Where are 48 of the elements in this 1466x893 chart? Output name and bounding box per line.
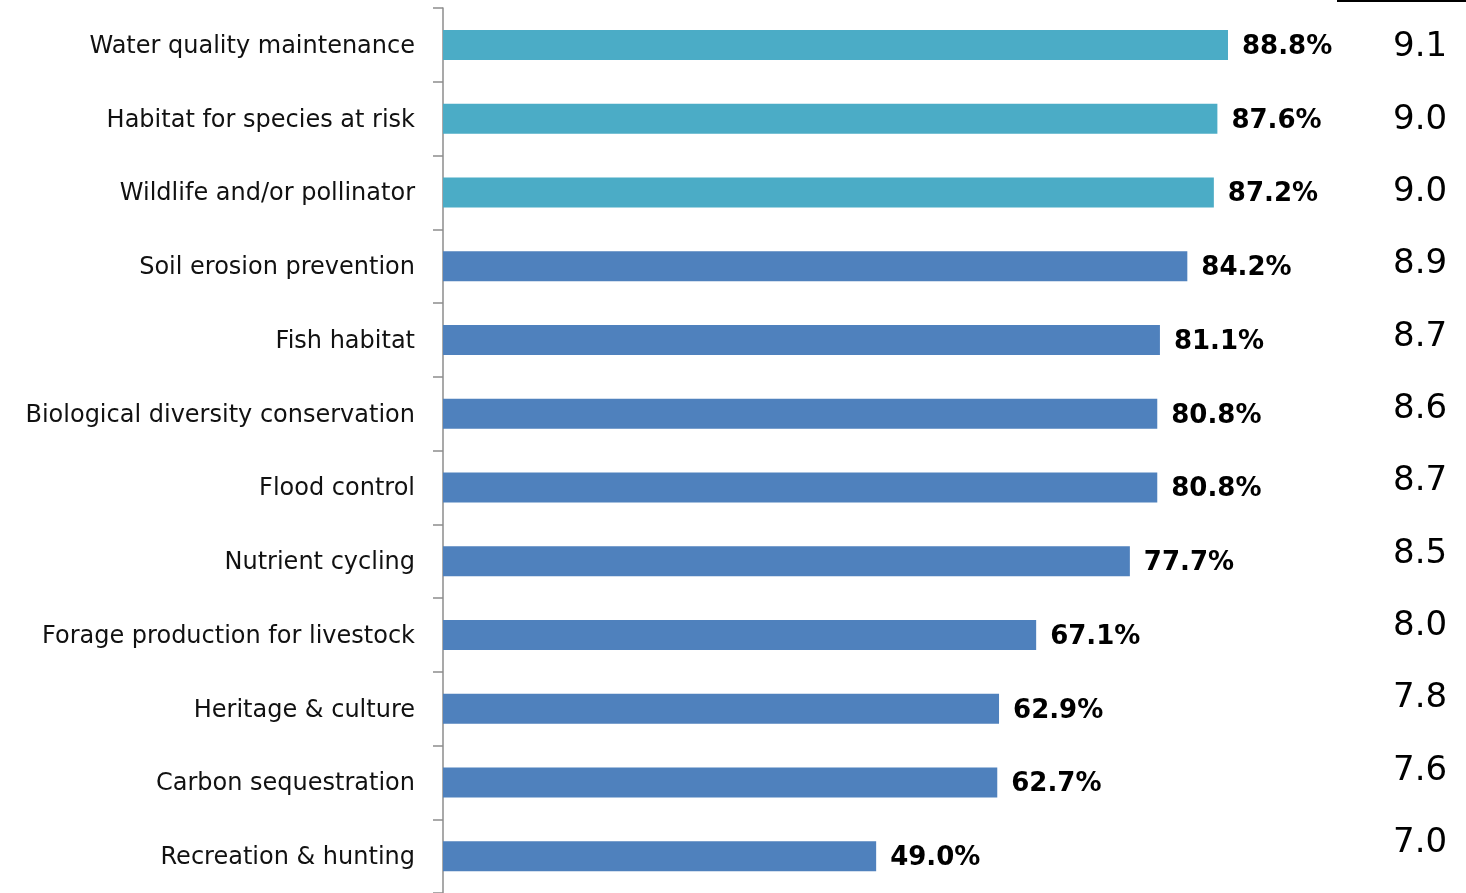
data-label: 62.7% (1011, 767, 1102, 798)
y-tick-label: Nutrient cycling (224, 547, 415, 576)
bar (443, 841, 877, 872)
data-label: 84.2% (1201, 251, 1292, 282)
bar (443, 103, 1218, 134)
data-label: 67.1% (1050, 619, 1141, 650)
y-tick-label: Biological diversity conservation (25, 399, 415, 428)
bar (443, 693, 1000, 724)
text: 8.0 (1393, 602, 1448, 643)
bar (443, 251, 1188, 282)
data-label: 62.9% (1013, 693, 1104, 724)
y-tick-label: Wildlife and/or pollinator (119, 178, 416, 207)
y-tick-label: Water quality maintenance (89, 30, 415, 59)
y-tick-label: Habitat for species at risk (106, 104, 416, 133)
text: 8.6 (1393, 385, 1448, 426)
y-tick-label: Heritage & culture (193, 694, 415, 723)
y-tick-label: Forage production for livestock (42, 620, 416, 649)
text: 8.7 (1393, 458, 1448, 499)
bar (443, 546, 1130, 577)
text: 9.0 (1393, 96, 1448, 137)
text: 9.1 (1393, 24, 1448, 65)
text: 7.8 (1393, 675, 1448, 716)
bar (443, 767, 998, 798)
y-tick-label: Carbon sequestration (155, 768, 415, 797)
text: 8.5 (1393, 530, 1448, 571)
text: 8.9 (1393, 241, 1448, 282)
data-label: 80.8% (1171, 472, 1262, 503)
bar (443, 29, 1228, 60)
data-label: 80.8% (1171, 398, 1262, 429)
y-tick-label: Flood control (259, 473, 415, 502)
text: 9.0 (1393, 168, 1448, 209)
y-tick-label: Soil erosion prevention (139, 252, 415, 281)
data-label: 81.1% (1173, 324, 1265, 355)
bar (443, 324, 1160, 355)
bar (443, 177, 1214, 208)
data-label: 88.8% (1241, 29, 1333, 60)
data-label: 77.7% (1143, 546, 1235, 577)
data-label: 87.6% (1231, 103, 1322, 134)
data-label: 87.2% (1227, 177, 1319, 208)
text: 7.0 (1393, 819, 1448, 860)
bar (443, 398, 1158, 429)
text: 8.7 (1393, 313, 1448, 354)
y-tick-label: Fish habitat (275, 325, 415, 354)
data-label: 49.0% (890, 841, 981, 872)
bar (443, 472, 1158, 503)
text: 7.6 (1393, 747, 1448, 788)
bar (443, 619, 1037, 650)
y-tick-label: Recreation & hunting (160, 842, 415, 871)
